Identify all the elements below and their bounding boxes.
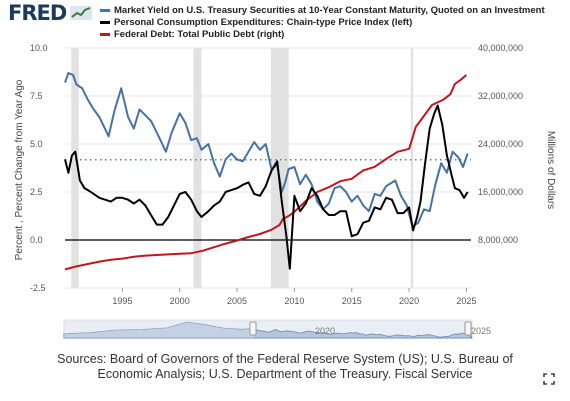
right-tick-label-2: 24,000,000 — [478, 139, 523, 149]
legend-swatch-pce — [100, 20, 110, 24]
legend-swatch-federal-debt — [100, 32, 110, 36]
fred-logo[interactable]: FRED — [8, 1, 92, 25]
legend-item-treasury-yield[interactable]: Market Yield on U.S. Treasury Securities… — [100, 4, 570, 16]
y-axis-label-right: Millions of Dollars — [545, 131, 556, 209]
legend-item-pce[interactable]: Personal Consumption Expenditures: Chain… — [100, 16, 570, 28]
left-tick-label-2: 5.0 — [30, 139, 43, 149]
navigator-handle-left[interactable] — [249, 321, 257, 336]
chart-legend: Market Yield on U.S. Treasury Securities… — [100, 4, 570, 40]
x-tick-label-6: 2025 — [456, 296, 476, 306]
series-line-1 — [64, 104, 469, 270]
legend-swatch-treasury-yield — [100, 8, 110, 12]
fred-logo-text: FRED — [8, 1, 67, 25]
series-lines — [64, 72, 469, 271]
left-tick-label-4: 0.0 — [30, 235, 43, 245]
right-tick-label-0: 40,000,000 — [478, 43, 523, 53]
recession-shading — [71, 48, 414, 288]
left-tick-label-3: 2.5 — [30, 187, 43, 197]
y-axis-label-left: Percent , Percent Change from Year Ago — [14, 79, 25, 260]
x-tick-label-1: 2000 — [170, 296, 190, 306]
navigator-mask-left — [64, 320, 254, 338]
fullscreen-icon[interactable] — [543, 373, 555, 385]
x-tick-label-5: 2020 — [399, 296, 419, 306]
x-tick-label-0: 1995 — [112, 296, 132, 306]
x-axis-ticks: 1995 2000 2005 2010 2015 2020 2025 — [112, 288, 476, 306]
left-tick-label-1: 7.5 — [30, 91, 43, 101]
legend-label-pce: Personal Consumption Expenditures: Chain… — [114, 16, 413, 28]
right-tick-label-3: 16,000,000 — [478, 187, 523, 197]
navigator-selected-range[interactable] — [254, 320, 468, 338]
navigator-label-mid: 2020 — [315, 326, 335, 336]
range-navigator[interactable]: 2020 2025 — [63, 319, 491, 339]
legend-label-treasury-yield: Market Yield on U.S. Treasury Securities… — [114, 4, 545, 16]
right-axis-ticks: 40,000,000 32,000,000 24,000,000 16,000,000… — [478, 43, 523, 245]
grid-lines — [65, 47, 471, 289]
recession-bar-3 — [410, 48, 414, 288]
navigator-handle-right[interactable] — [464, 321, 472, 336]
x-tick-label-3: 2010 — [284, 296, 304, 306]
x-tick-label-4: 2015 — [342, 296, 362, 306]
fred-logo-graph-icon — [70, 6, 92, 20]
source-note: Sources: Board of Governors of the Feder… — [57, 352, 513, 381]
recession-bar-1 — [193, 48, 202, 288]
x-tick-label-2: 2005 — [227, 296, 247, 306]
left-tick-label-0: 10.0 — [30, 43, 48, 53]
chart-area[interactable]: 10.0 7.5 5.0 2.5 0.0 -2.5 40,000,000 32,000,00… — [0, 0, 570, 350]
series-line-2 — [64, 74, 468, 271]
legend-item-federal-debt[interactable]: Federal Debt: Total Public Debt (right) — [100, 28, 570, 40]
right-tick-label-1: 32,000,000 — [478, 91, 523, 101]
left-tick-label-5: -2.5 — [30, 283, 46, 293]
right-tick-label-4: 8,000,000 — [478, 235, 518, 245]
left-axis-ticks: 10.0 7.5 5.0 2.5 0.0 -2.5 — [30, 43, 48, 293]
legend-label-federal-debt: Federal Debt: Total Public Debt (right) — [114, 28, 285, 40]
navigator-label-end: 2025 — [471, 326, 491, 336]
recession-bar-0 — [71, 48, 79, 288]
